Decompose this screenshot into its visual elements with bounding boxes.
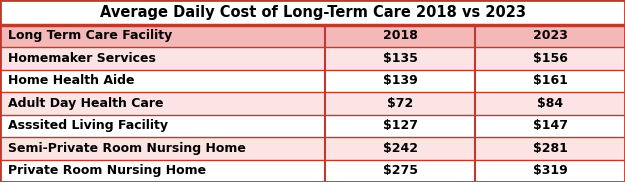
Bar [475,70,625,92]
Text: $156: $156 [532,52,568,65]
Bar [325,137,475,159]
Bar [0,159,325,182]
Text: 2023: 2023 [532,29,568,42]
Bar [475,159,625,182]
Bar [0,92,325,114]
Text: Semi-Private Room Nursing Home: Semi-Private Room Nursing Home [8,142,246,155]
Text: $84: $84 [537,97,563,110]
Text: 2018: 2018 [382,29,418,42]
Text: $135: $135 [382,52,418,65]
Text: Homemaker Services: Homemaker Services [8,52,156,65]
Text: $242: $242 [382,142,418,155]
Text: $275: $275 [382,164,418,177]
Text: Average Daily Cost of Long-Term Care 2018 vs 2023: Average Daily Cost of Long-Term Care 201… [99,5,526,20]
Bar [0,114,325,137]
Bar [475,47,625,70]
Bar [0,0,625,25]
Bar [0,47,325,70]
Text: $127: $127 [382,119,418,132]
Bar [325,47,475,70]
Bar [475,137,625,159]
Text: Private Room Nursing Home: Private Room Nursing Home [8,164,206,177]
Text: Asssited Living Facility: Asssited Living Facility [8,119,168,132]
Text: Long Term Care Facility: Long Term Care Facility [8,29,172,42]
Bar [0,70,325,92]
Bar [325,159,475,182]
Bar [325,92,475,114]
Bar [325,25,475,47]
Text: $319: $319 [532,164,568,177]
Bar [325,70,475,92]
Text: $161: $161 [532,74,568,87]
Bar [475,25,625,47]
Text: $139: $139 [382,74,418,87]
Bar [0,137,325,159]
Text: $281: $281 [532,142,568,155]
Bar [475,92,625,114]
Text: Home Health Aide: Home Health Aide [8,74,134,87]
Text: Adult Day Health Care: Adult Day Health Care [8,97,163,110]
Text: $147: $147 [532,119,568,132]
Bar [0,25,325,47]
Bar [475,114,625,137]
Text: $72: $72 [387,97,413,110]
Bar [325,114,475,137]
